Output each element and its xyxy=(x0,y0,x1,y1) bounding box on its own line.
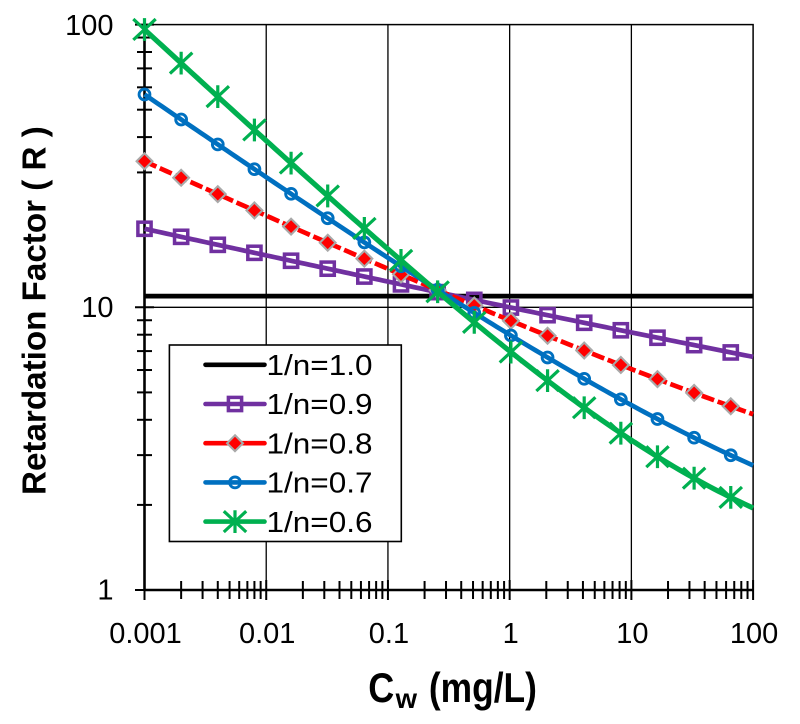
svg-text:0.001: 0.001 xyxy=(109,618,182,650)
svg-text:1/n=1.0: 1/n=1.0 xyxy=(267,350,373,382)
svg-text:10: 10 xyxy=(616,618,648,650)
svg-text:1: 1 xyxy=(97,575,113,607)
svg-text:w: w xyxy=(395,683,418,714)
svg-text:1/n=0.9: 1/n=0.9 xyxy=(267,389,373,421)
svg-text:1/n=0.7: 1/n=0.7 xyxy=(267,468,373,500)
svg-text:Retardation Factor ( R ): Retardation Factor ( R ) xyxy=(17,126,54,495)
svg-text:1/n=0.8: 1/n=0.8 xyxy=(267,428,373,460)
svg-text:(mg/L): (mg/L) xyxy=(429,664,537,711)
svg-text:100: 100 xyxy=(65,10,113,42)
svg-text:10: 10 xyxy=(81,292,113,324)
svg-text:100: 100 xyxy=(730,618,778,650)
svg-text:0.1: 0.1 xyxy=(369,618,409,650)
svg-text:0.01: 0.01 xyxy=(239,618,295,650)
svg-text:1: 1 xyxy=(503,618,519,650)
svg-text:1/n=0.6: 1/n=0.6 xyxy=(267,507,373,539)
svg-text:C: C xyxy=(368,664,394,711)
